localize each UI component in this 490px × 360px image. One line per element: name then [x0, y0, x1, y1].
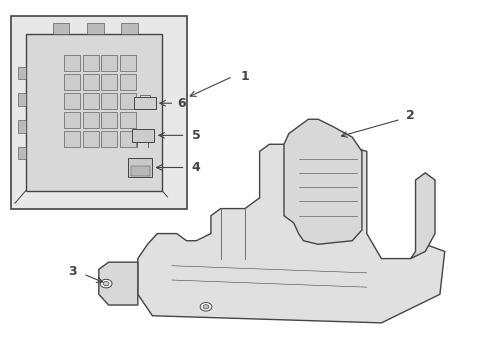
- Text: 1: 1: [241, 70, 249, 83]
- Text: 5: 5: [192, 129, 200, 142]
- Bar: [83, 74, 98, 90]
- Polygon shape: [99, 262, 138, 305]
- Circle shape: [103, 282, 109, 286]
- Bar: [101, 112, 118, 128]
- Bar: [132, 129, 154, 141]
- Bar: [83, 55, 98, 71]
- Bar: [128, 158, 152, 177]
- Text: 4: 4: [192, 161, 200, 174]
- Bar: [121, 23, 138, 33]
- Bar: [18, 93, 26, 106]
- Bar: [130, 166, 150, 176]
- Bar: [18, 147, 26, 159]
- Circle shape: [203, 305, 209, 309]
- Bar: [83, 131, 98, 147]
- Text: 6: 6: [177, 97, 186, 110]
- Bar: [26, 33, 162, 191]
- Bar: [64, 112, 80, 128]
- Bar: [134, 97, 156, 109]
- Bar: [53, 23, 70, 33]
- Polygon shape: [138, 126, 445, 323]
- Text: 2: 2: [406, 109, 415, 122]
- Text: 3: 3: [68, 265, 76, 278]
- Bar: [101, 74, 118, 90]
- Polygon shape: [284, 119, 362, 244]
- Circle shape: [200, 302, 212, 311]
- Bar: [120, 112, 136, 128]
- Bar: [120, 131, 136, 147]
- Polygon shape: [411, 173, 435, 258]
- Circle shape: [100, 279, 112, 288]
- Bar: [120, 93, 136, 109]
- Bar: [83, 93, 98, 109]
- Bar: [87, 23, 103, 33]
- Bar: [83, 112, 98, 128]
- Bar: [120, 55, 136, 71]
- Bar: [18, 120, 26, 132]
- Bar: [101, 93, 118, 109]
- Bar: [64, 55, 80, 71]
- Bar: [64, 131, 80, 147]
- Bar: [64, 93, 80, 109]
- Bar: [101, 131, 118, 147]
- Bar: [18, 67, 26, 79]
- Bar: [101, 55, 118, 71]
- FancyBboxPatch shape: [11, 16, 187, 208]
- Bar: [120, 74, 136, 90]
- Bar: [64, 74, 80, 90]
